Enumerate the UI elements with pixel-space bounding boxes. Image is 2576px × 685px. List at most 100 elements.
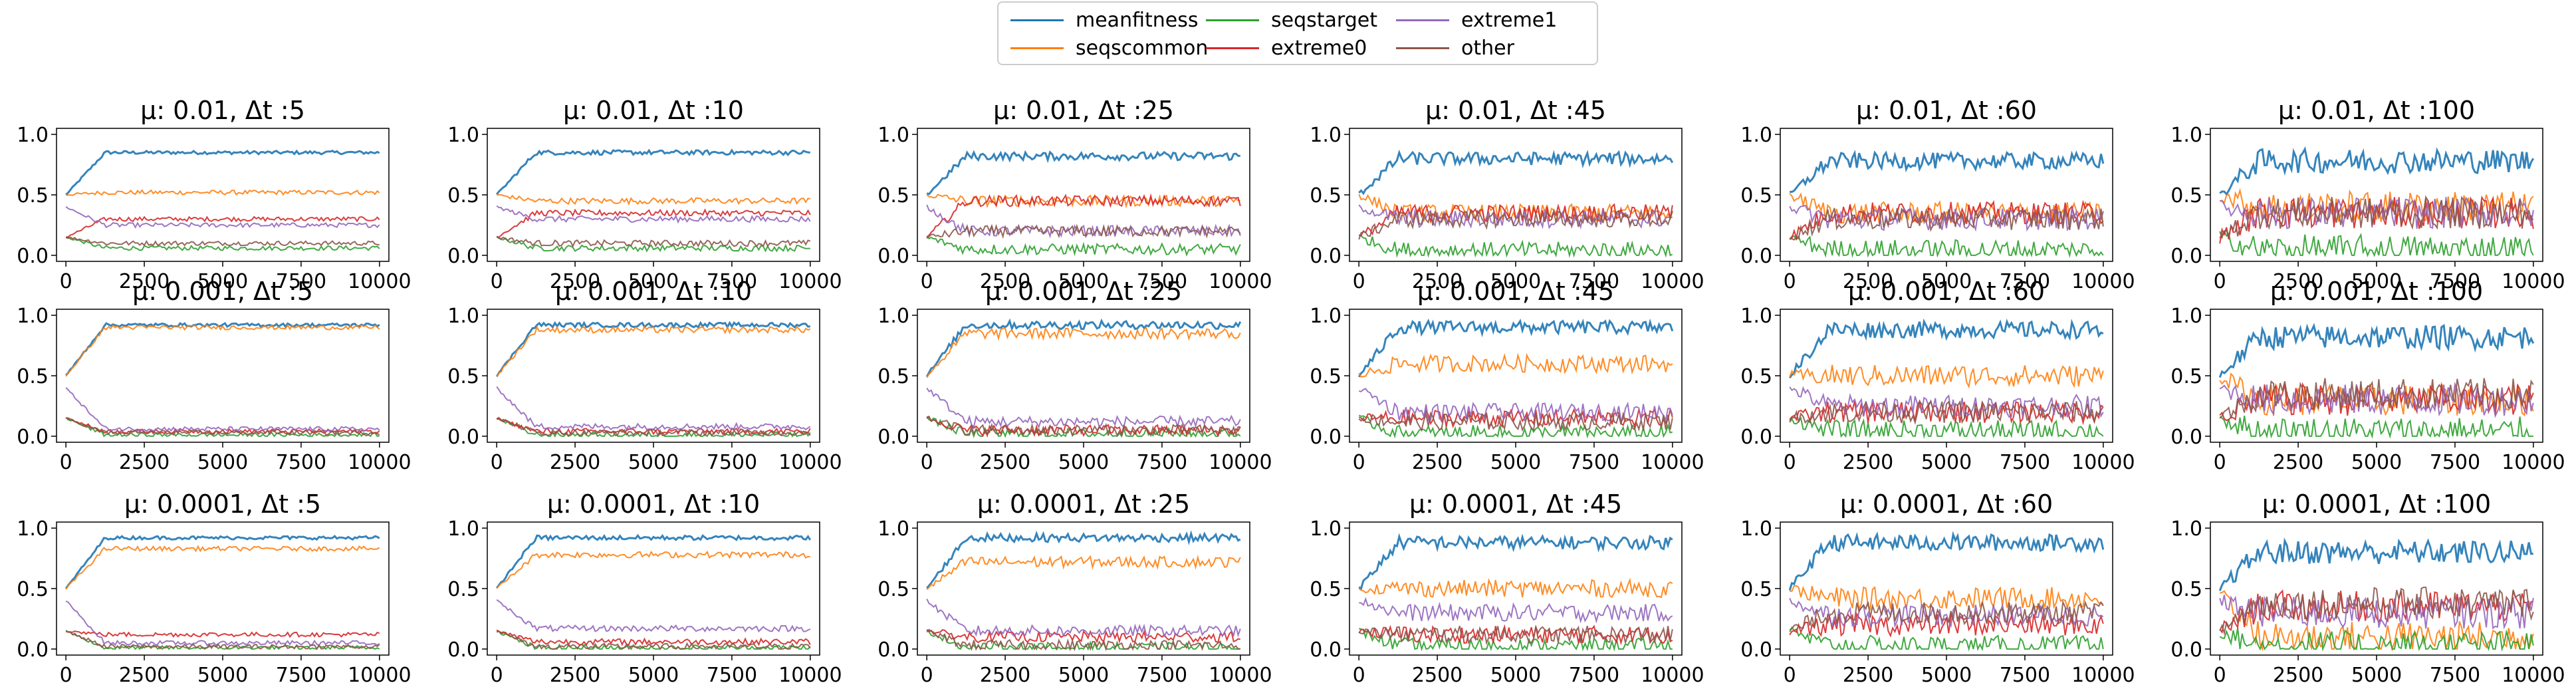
subplot-title: μ: 0.01, Δt :45 <box>1425 96 1606 125</box>
series-line-extreme0 <box>65 630 380 638</box>
y-tick-label: 0.0 <box>1740 245 1772 268</box>
series-line-extreme1 <box>1789 204 2104 232</box>
plot-frame <box>917 521 1250 656</box>
y-tick-label: 0.0 <box>447 426 479 449</box>
series-line-seqstarget <box>2219 230 2534 257</box>
x-tick-label: 2500 <box>1843 270 1893 293</box>
y-tick-label: 0.5 <box>2170 184 2202 207</box>
x-tick-label: 10000 <box>348 451 411 474</box>
series-line-extreme1 <box>926 204 1241 239</box>
series-line-extreme1 <box>1358 204 1673 230</box>
y-tick-label: 0.5 <box>1740 578 1772 601</box>
x-tick-label: 7500 <box>1569 270 1619 293</box>
y-tick-label: 1.0 <box>17 124 49 147</box>
subplot: μ: 0.0001, Δt :60 0.0 0.5 1.0 0 2500 5000 7500 1… <box>1740 489 2135 685</box>
series-line-other <box>497 630 811 650</box>
series-line-seqstarget <box>1789 416 2104 439</box>
subplot: μ: 0.001, Δt :60 0.0 0.5 1.0 0 2500 5000 7500 10… <box>1740 277 2135 474</box>
x-tick-label: 0 <box>1353 270 1365 293</box>
x-tick-label: 7500 <box>1569 451 1619 474</box>
legend-swatch-extreme1 <box>1396 19 1449 21</box>
series-line-other <box>1789 599 2104 630</box>
y-tick-label: 0.0 <box>447 638 479 662</box>
x-tick-label: 7500 <box>2430 664 2480 685</box>
x-tick-label: 0 <box>491 451 503 474</box>
x-tick-label: 5000 <box>2351 664 2402 685</box>
series-line-seqscommon <box>2219 590 2534 652</box>
series-line-meanfitness <box>64 535 380 589</box>
series-line-seqscommon <box>496 550 810 589</box>
x-tick-label: 10000 <box>1641 451 1704 474</box>
x-tick-label: 2500 <box>2273 270 2323 293</box>
series-line-other <box>1789 400 2104 425</box>
x-tick-label: 5000 <box>2351 451 2402 474</box>
x-tick-label: 5000 <box>628 664 679 685</box>
series-line-meanfitness <box>496 533 812 589</box>
series-line-seqstarget <box>2219 416 2533 439</box>
y-tick-label: 1.0 <box>447 124 479 147</box>
y-tick-label: 0.5 <box>2170 365 2202 388</box>
legend-item-extreme0: extreme0 <box>1206 35 1367 61</box>
x-tick-label: 2500 <box>550 664 600 685</box>
series-line-seqstarget <box>497 417 811 438</box>
y-tick-label: 1.0 <box>1740 305 1772 328</box>
series-line-extreme1 <box>926 387 1241 430</box>
x-tick-label: 5000 <box>197 270 248 293</box>
x-tick-label: 5000 <box>1921 451 1972 474</box>
series-line-seqscommon <box>1358 352 1673 378</box>
x-tick-label: 2500 <box>980 664 1030 685</box>
y-tick-label: 0.0 <box>447 245 479 268</box>
subplot-title: μ: 0.01, Δt :100 <box>2278 96 2475 125</box>
legend-label: meanfitness <box>1076 8 1199 32</box>
series-line-other <box>1358 411 1673 432</box>
series-line-extreme1 <box>1359 597 1673 624</box>
series-line-extreme1 <box>496 386 811 431</box>
x-tick-label: 5000 <box>628 270 679 293</box>
series-line-meanfitness <box>1788 318 2104 379</box>
subplot: μ: 0.01, Δt :10 0.0 0.5 1.0 0 2500 5000 7500 100… <box>447 96 842 293</box>
y-tick-label: 0.5 <box>878 578 909 601</box>
y-tick-label: 0.5 <box>1310 578 1342 601</box>
y-tick-label: 0.0 <box>17 426 49 449</box>
x-tick-label: 7500 <box>2430 451 2480 474</box>
series-line-other <box>496 235 811 248</box>
y-tick-label: 1.0 <box>2170 124 2202 147</box>
legend-label: other <box>1461 36 1514 60</box>
subplot-title: μ: 0.01, Δt :25 <box>993 96 1174 125</box>
series-line-meanfitness <box>65 322 380 376</box>
x-tick-label: 2500 <box>2273 451 2323 474</box>
subplot: μ: 0.0001, Δt :25 0.0 0.5 1.0 0 2500 5000 7500 1… <box>878 489 1272 685</box>
x-tick-label: 7500 <box>2000 664 2050 685</box>
y-tick-label: 1.0 <box>1310 124 1342 147</box>
x-tick-label: 5000 <box>2351 270 2402 293</box>
x-tick-label: 10000 <box>2071 664 2135 685</box>
y-tick-label: 0.0 <box>2170 426 2202 449</box>
legend-item-seqstarget: seqstarget <box>1206 7 1377 33</box>
plot-frame <box>917 128 1250 262</box>
y-tick-label: 0.5 <box>2170 578 2202 601</box>
y-tick-label: 0.0 <box>878 426 909 449</box>
y-tick-label: 1.0 <box>447 305 479 328</box>
series-line-seqstarget <box>1358 414 1673 439</box>
x-tick-label: 2500 <box>119 664 170 685</box>
series-line-seqscommon <box>66 189 380 196</box>
series-line-meanfitness <box>1788 531 2105 591</box>
legend-swatch-extreme0 <box>1206 47 1259 49</box>
subplot-title: μ: 0.0001, Δt :5 <box>124 489 321 519</box>
subplot: μ: 0.001, Δt :5 0.0 0.5 1.0 0 2500 5000 7500 100… <box>17 277 411 474</box>
x-tick-label: 0 <box>1784 451 1796 474</box>
y-tick-label: 1.0 <box>17 517 49 541</box>
y-tick-label: 0.0 <box>17 245 49 268</box>
x-tick-label: 10000 <box>778 270 842 293</box>
subplot-title: μ: 0.001, Δt :60 <box>1848 277 2045 306</box>
y-tick-label: 1.0 <box>2170 517 2202 541</box>
y-tick-label: 1.0 <box>2170 305 2202 328</box>
x-tick-label: 0 <box>921 451 933 474</box>
y-tick-label: 0.5 <box>17 365 49 388</box>
x-tick-label: 0 <box>1784 270 1796 293</box>
subplot-title: μ: 0.0001, Δt :60 <box>1840 489 2053 519</box>
x-tick-label: 7500 <box>276 664 326 685</box>
legend-item-meanfitness: meanfitness <box>1010 7 1198 33</box>
subplot-title: μ: 0.001, Δt :25 <box>985 277 1182 306</box>
series-line-extreme0 <box>926 193 1241 239</box>
